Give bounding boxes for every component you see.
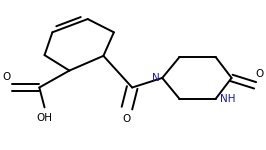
Text: O: O: [2, 72, 11, 82]
Text: N: N: [152, 73, 160, 83]
Text: O: O: [256, 69, 264, 79]
Text: NH: NH: [220, 94, 235, 103]
Text: OH: OH: [36, 113, 53, 123]
Text: O: O: [123, 114, 131, 124]
